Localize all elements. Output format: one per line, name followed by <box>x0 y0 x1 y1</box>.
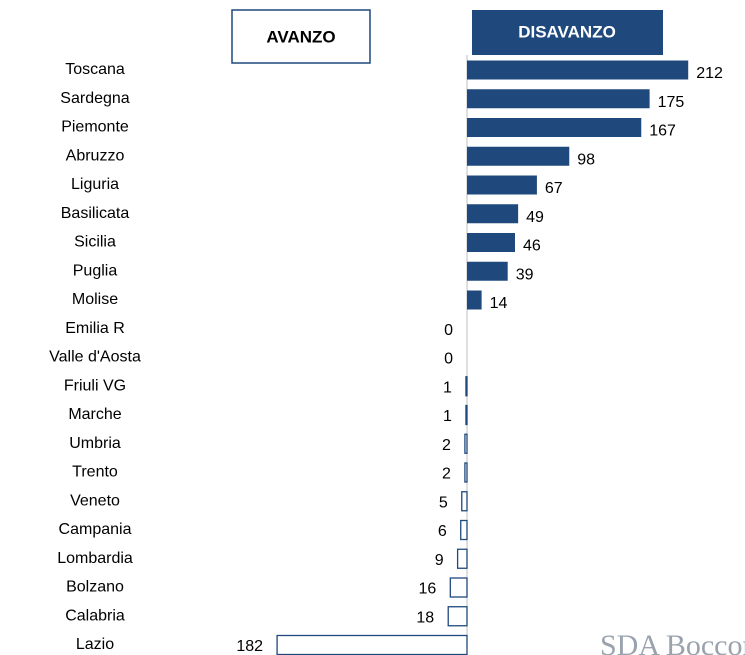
value-label: 1 <box>443 379 452 396</box>
category-label: Sardegna <box>60 90 129 107</box>
value-label: 1 <box>443 408 452 425</box>
legend-disavanzo: DISAVANZO <box>518 22 616 41</box>
value-label: 5 <box>439 494 448 511</box>
disavanzo-box <box>472 10 663 55</box>
bar <box>467 175 537 195</box>
value-label: 212 <box>696 65 723 82</box>
category-label: Friuli VG <box>64 377 126 394</box>
value-label: 16 <box>419 581 437 598</box>
category-label: Trento <box>72 464 118 481</box>
value-label: 0 <box>444 322 453 339</box>
category-label: Piemonte <box>61 119 129 136</box>
category-label: Bolzano <box>66 579 124 596</box>
category-label: Veneto <box>70 492 120 509</box>
category-label: Valle d'Aosta <box>49 349 141 366</box>
bar <box>467 233 515 252</box>
bar <box>276 634 468 655</box>
bar <box>465 376 468 397</box>
avanzo-box <box>231 9 371 64</box>
value-label: 98 <box>577 151 595 168</box>
value-label: 39 <box>516 266 534 283</box>
bar <box>467 146 570 166</box>
bar <box>467 261 508 281</box>
bar <box>464 462 468 483</box>
category-label: Campania <box>59 521 132 538</box>
category-label: Puglia <box>73 262 118 279</box>
value-label: 182 <box>236 638 263 655</box>
bar <box>456 548 468 569</box>
value-label: 18 <box>416 609 434 626</box>
bar <box>461 491 468 512</box>
category-label: Lazio <box>76 636 114 653</box>
bar <box>449 577 468 598</box>
bar <box>447 606 468 627</box>
category-label: Marche <box>68 406 121 423</box>
bar <box>467 89 650 109</box>
value-label: 2 <box>442 466 451 483</box>
category-label: Emilia R <box>65 320 125 337</box>
value-label: 175 <box>658 94 685 111</box>
value-label: 67 <box>545 180 563 197</box>
value-label: 9 <box>435 552 444 569</box>
value-label: 0 <box>444 351 453 368</box>
category-label: Toscana <box>65 61 125 78</box>
value-label: 14 <box>490 295 508 312</box>
category-label: Calabria <box>65 607 125 624</box>
bar <box>467 290 482 310</box>
category-label: Umbria <box>69 435 121 452</box>
bar <box>460 519 468 541</box>
value-label: 167 <box>649 123 676 140</box>
category-label: Molise <box>72 291 118 308</box>
value-label: 2 <box>442 437 451 454</box>
category-label: Sicilia <box>74 234 116 251</box>
bar <box>464 433 468 454</box>
bar <box>467 60 689 80</box>
value-label: 46 <box>523 238 541 255</box>
category-label: Lombardia <box>57 550 133 567</box>
logo: SDA Bocconi <box>600 629 745 655</box>
value-label: 6 <box>438 523 447 540</box>
bar <box>467 204 519 224</box>
value-label: 49 <box>526 209 544 226</box>
legend-avanzo: AVANZO <box>266 27 335 46</box>
bar <box>465 404 468 426</box>
category-label: Liguria <box>71 176 119 193</box>
bar <box>467 118 642 137</box>
category-label: Basilicata <box>61 205 130 222</box>
category-label: Abruzzo <box>66 147 125 164</box>
